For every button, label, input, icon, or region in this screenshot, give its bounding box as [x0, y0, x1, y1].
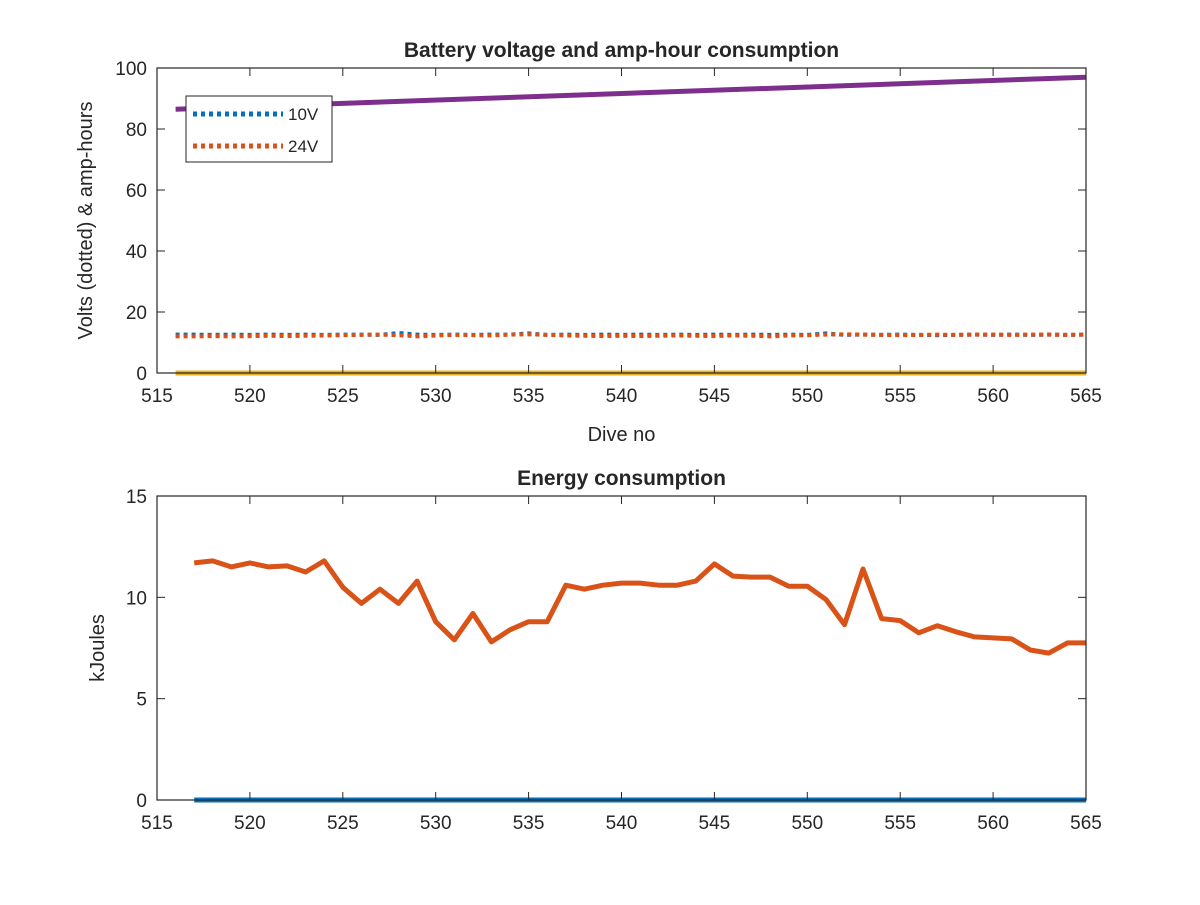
x-tick-label: 560 — [977, 813, 1009, 834]
x-tick-label: 515 — [141, 813, 173, 834]
x-tick-label: 540 — [606, 386, 638, 407]
x-tick-label: 535 — [513, 386, 545, 407]
x-tick-label: 545 — [699, 386, 731, 407]
x-tick-label: 525 — [327, 813, 359, 834]
y-axis-label: Volts (dotted) & amp-hours — [75, 102, 97, 340]
x-tick-label: 535 — [513, 813, 545, 834]
y-tick-label: 100 — [115, 59, 147, 80]
x-tick-label: 530 — [420, 386, 452, 407]
y-axis-label: kJoules — [87, 614, 109, 682]
legend-label-10v: 10V — [288, 105, 319, 124]
x-tick-label: 525 — [327, 386, 359, 407]
x-tick-label: 520 — [234, 386, 266, 407]
y-tick-label: 40 — [126, 242, 147, 263]
legend-box — [185, 95, 333, 163]
y-tick-label: 80 — [126, 120, 147, 141]
x-tick-label: 560 — [977, 386, 1009, 407]
series-line-s0 — [193, 558, 1086, 656]
voltage-amphour-plot: 515 520 525 530 535 540 545 550 555 560 565 0 20 40 60… — [75, 39, 1102, 446]
x-tick-label: 515 — [141, 386, 173, 407]
y-tick-label: 10 — [126, 588, 147, 609]
y-tick-label: 5 — [136, 690, 147, 711]
y-tick-label: 20 — [126, 303, 147, 324]
x-tick-label: 520 — [234, 813, 266, 834]
ticks-layer: 515 520 525 530 535 540 545 550 555 560 565 0 5 10 15 — [126, 487, 1102, 834]
y-tick-label: 60 — [126, 181, 147, 202]
x-tick-label: 530 — [420, 813, 452, 834]
ticks-layer: 515 520 525 530 535 540 545 550 555 560 565 0 20 40 60… — [115, 59, 1102, 407]
legend: 10V 24V — [185, 95, 333, 163]
x-axis-label: Dive no — [588, 424, 656, 446]
x-tick-label: 565 — [1070, 813, 1102, 834]
x-tick-label: 555 — [884, 813, 916, 834]
x-tick-label: 545 — [699, 813, 731, 834]
chart-title: Battery voltage and amp-hour consumption — [404, 39, 839, 62]
x-tick-label: 550 — [791, 386, 823, 407]
y-tick-label: 15 — [126, 487, 147, 508]
x-tick-label: 565 — [1070, 386, 1102, 407]
x-tick-label: 540 — [606, 813, 638, 834]
chart-title: Energy consumption — [517, 467, 726, 490]
energy-plot: 515 520 525 530 535 540 545 550 555 560 565051015 … — [87, 467, 1102, 834]
legend-label-24v: 24V — [288, 137, 319, 156]
y-tick-label: 0 — [136, 364, 147, 385]
y-tick-label: 0 — [136, 791, 147, 812]
x-tick-label: 555 — [884, 386, 916, 407]
plot-area — [157, 496, 1086, 800]
x-tick-label: 550 — [791, 813, 823, 834]
